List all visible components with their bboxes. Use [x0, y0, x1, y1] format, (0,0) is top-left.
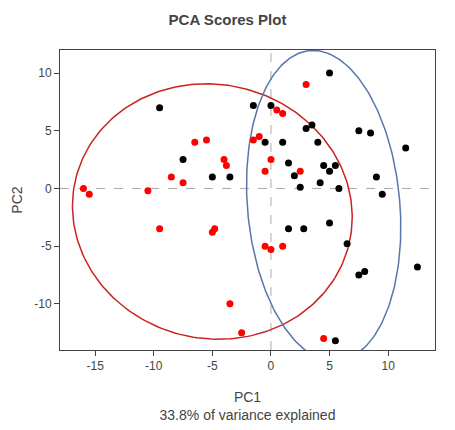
- svg-text:PCA Scores Plot: PCA Scores Plot: [169, 11, 287, 28]
- svg-text:5: 5: [326, 359, 333, 373]
- svg-text:5: 5: [45, 124, 52, 138]
- svg-text:10: 10: [38, 66, 52, 80]
- svg-text:-10: -10: [34, 297, 52, 311]
- svg-text:PC2: PC2: [9, 186, 25, 213]
- svg-text:-10: -10: [145, 359, 163, 373]
- svg-text:0: 0: [268, 359, 275, 373]
- svg-text:-5: -5: [207, 359, 218, 373]
- svg-text:-15: -15: [86, 359, 104, 373]
- svg-text:-5: -5: [41, 239, 52, 253]
- svg-text:PC133.8% of variance explained: PC133.8% of variance explained: [160, 389, 336, 423]
- svg-text:0: 0: [45, 182, 52, 196]
- svg-text:10: 10: [381, 359, 395, 373]
